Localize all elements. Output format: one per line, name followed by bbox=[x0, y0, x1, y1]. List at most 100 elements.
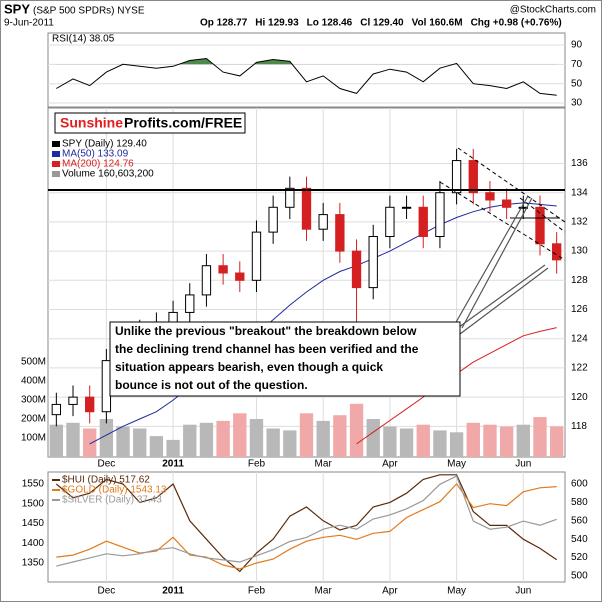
volume-bar bbox=[299, 413, 314, 457]
tick-label: 520 bbox=[571, 552, 588, 563]
tick-label: 560 bbox=[571, 515, 588, 526]
candle-body bbox=[285, 187, 295, 208]
volume-bar bbox=[499, 426, 514, 457]
source: @StockCharts.com bbox=[510, 5, 596, 16]
candle-body bbox=[201, 265, 212, 296]
legend-swatch bbox=[52, 171, 60, 177]
tick-label: 132 bbox=[571, 217, 588, 228]
tick-label: 134 bbox=[571, 187, 588, 198]
stat: Cl 129.40 bbox=[360, 18, 404, 29]
stat: Vol 160.6M bbox=[412, 18, 463, 29]
series-line bbox=[55, 474, 558, 573]
metals-panel bbox=[47, 471, 566, 583]
tick-label: 30 bbox=[571, 98, 583, 109]
tick-label: 580 bbox=[571, 497, 588, 508]
candle-body bbox=[251, 231, 262, 281]
x-tick-label: Jun bbox=[515, 586, 531, 597]
tick-label: 100M bbox=[21, 433, 46, 444]
pointer bbox=[454, 195, 533, 329]
tick-label: 300M bbox=[21, 395, 46, 406]
volume-bar bbox=[183, 424, 197, 457]
candle-body bbox=[351, 250, 362, 289]
tick-label: 118 bbox=[571, 421, 587, 432]
volume-bar bbox=[149, 436, 164, 457]
volume-bar bbox=[333, 415, 347, 457]
channel-mid bbox=[519, 197, 565, 233]
channel-bottom bbox=[439, 181, 565, 261]
legend-label: $GOLD (Daily) 1543.13 bbox=[62, 485, 167, 496]
volume-bar bbox=[349, 403, 364, 457]
candle-body bbox=[435, 192, 445, 238]
volume-bar bbox=[516, 424, 530, 457]
tick-label: 122 bbox=[571, 363, 588, 374]
tick-label: 600 bbox=[571, 479, 588, 490]
candle-body bbox=[518, 206, 528, 209]
volume-bar bbox=[383, 426, 397, 457]
tick-label: 1500 bbox=[22, 498, 45, 509]
candle-body bbox=[185, 294, 195, 313]
tick-label: 90 bbox=[571, 40, 583, 51]
annotation-line: bounce is not out of the question. bbox=[115, 378, 308, 392]
candle-body bbox=[385, 206, 395, 238]
volume-bar bbox=[283, 430, 297, 457]
x-tick-label: 2011 bbox=[162, 586, 184, 597]
volume-bar bbox=[99, 419, 114, 457]
candle-body bbox=[301, 187, 312, 230]
x-tick-label: Mar bbox=[315, 459, 333, 470]
pointer bbox=[454, 264, 549, 335]
legend-swatch bbox=[52, 141, 60, 147]
legend-label: $HUI (Daily) 517.62 bbox=[62, 475, 150, 486]
tick-label: 500M bbox=[21, 357, 46, 368]
candle-body bbox=[85, 396, 95, 413]
annotation-line: Unlike the previous "breakout" the break… bbox=[115, 324, 417, 338]
x-tick-label: Mar bbox=[315, 586, 333, 597]
volume-bar bbox=[483, 424, 497, 457]
tick-label: 120 bbox=[571, 392, 588, 403]
tick-label: 130 bbox=[571, 246, 588, 257]
candle-body bbox=[451, 160, 462, 194]
volume-bar bbox=[533, 417, 547, 457]
volume-bar bbox=[83, 428, 97, 457]
candle-body bbox=[501, 199, 512, 208]
candle-body bbox=[268, 206, 278, 233]
x-tick-label: Dec bbox=[97, 586, 115, 597]
candle-body bbox=[68, 396, 78, 405]
candle-body bbox=[401, 206, 412, 209]
rsi-fill bbox=[122, 58, 458, 65]
stat: Hi 129.93 bbox=[255, 18, 299, 29]
candle-body bbox=[468, 160, 478, 194]
tick-label: 128 bbox=[571, 275, 588, 286]
volume-bar bbox=[166, 439, 180, 457]
volume-bar bbox=[416, 424, 430, 457]
tick-label: 136 bbox=[571, 158, 588, 169]
x-tick-label: May bbox=[447, 586, 466, 597]
ma-line bbox=[89, 202, 557, 445]
candle-body bbox=[101, 360, 112, 413]
x-tick-label: 2011 bbox=[162, 459, 184, 470]
volume-bar bbox=[399, 428, 414, 457]
candle-body bbox=[51, 403, 62, 416]
stats: Op 128.77 Hi 129.93 Lo 128.46 Cl 129.40 Vol … bbox=[200, 18, 562, 29]
tick-label: 500 bbox=[571, 571, 588, 582]
legend-label: SPY (Daily) 129.40 bbox=[62, 139, 147, 150]
tick-label: 1450 bbox=[22, 518, 45, 529]
rsi-title: RSI(14) 38.05 bbox=[52, 34, 115, 45]
date: 9-Jun-2011 bbox=[4, 18, 54, 29]
rsi-line bbox=[56, 57, 557, 96]
volume-bar bbox=[233, 413, 247, 457]
rsi-panel bbox=[47, 32, 566, 108]
annotation-line: the declining trend channel has been ver… bbox=[115, 342, 419, 356]
annotation-box bbox=[109, 321, 461, 397]
candle-body bbox=[485, 192, 495, 201]
tick-label: 124 bbox=[571, 333, 588, 344]
tick-label: 1550 bbox=[22, 479, 45, 490]
volume-bar bbox=[199, 422, 214, 457]
logo-red: Sunshine bbox=[60, 115, 123, 131]
legend-swatch bbox=[52, 151, 60, 157]
annotation-line: situation appears bearish, even though a… bbox=[115, 360, 383, 374]
stat: Op 128.77 bbox=[200, 18, 248, 29]
volume-bar bbox=[133, 428, 147, 457]
volume-bar bbox=[316, 420, 330, 457]
tick-label: 70 bbox=[571, 59, 583, 70]
